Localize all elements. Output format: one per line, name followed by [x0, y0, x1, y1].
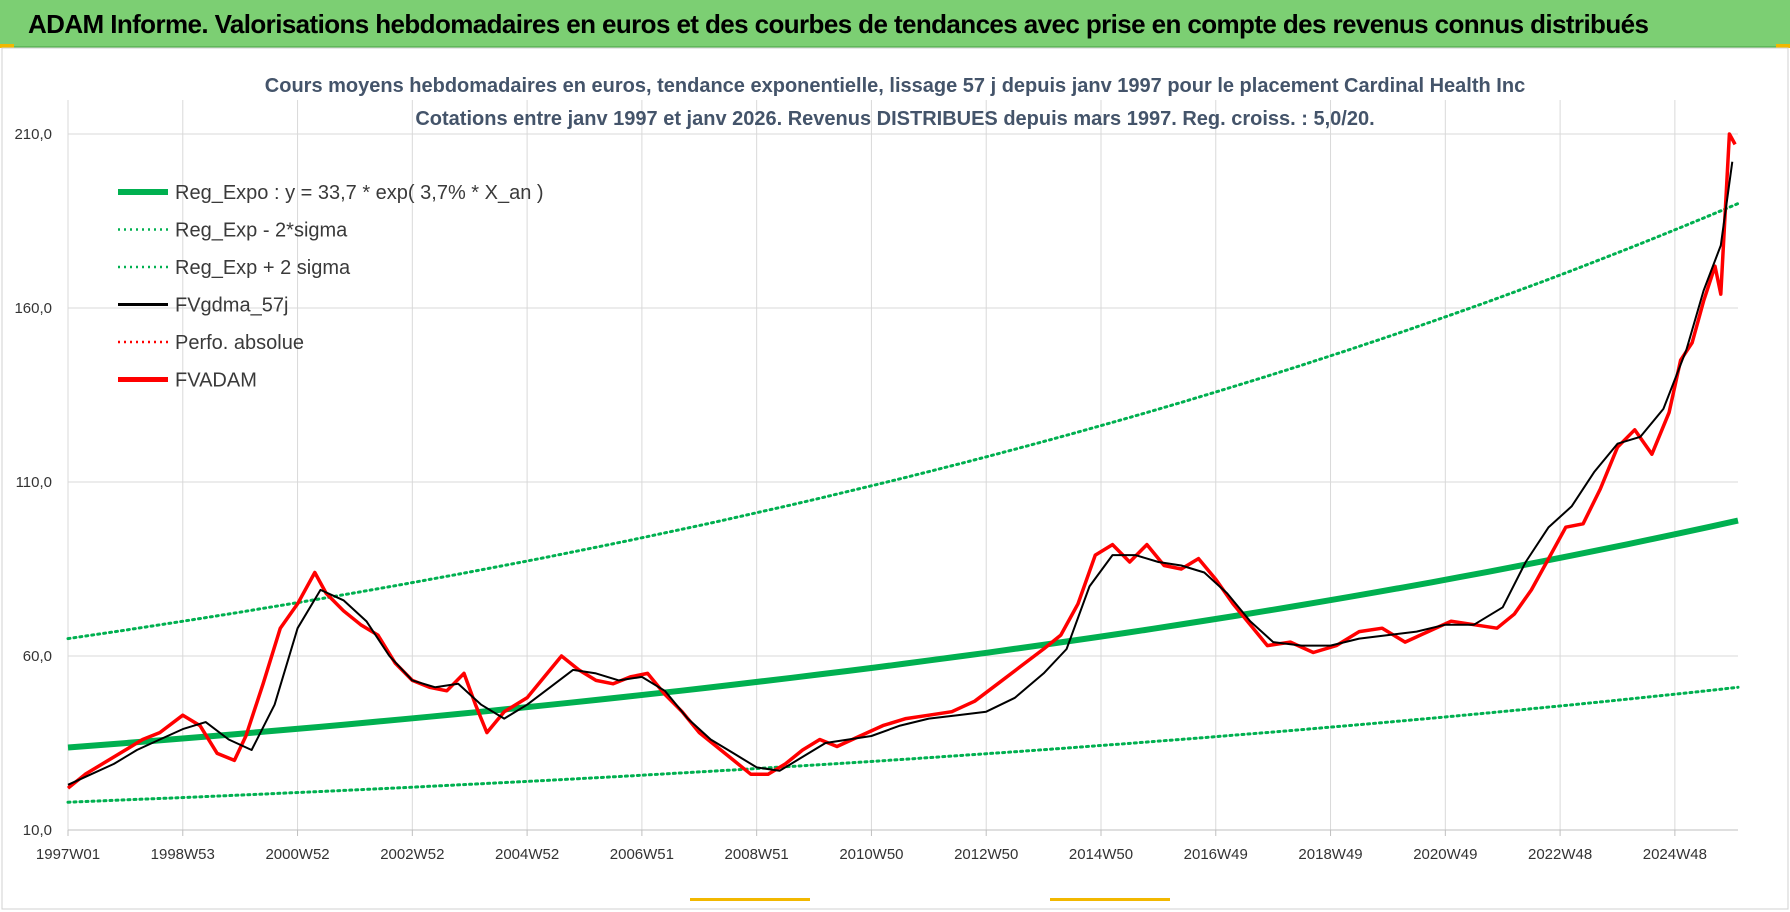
chart-subtitle: Cotations entre janv 1997 et janv 2026. …	[415, 108, 1374, 130]
legend: Reg_Expo : y = 33,7 * exp( 3,7% * X_an )…	[118, 182, 544, 392]
series-fvadam	[66, 132, 1737, 790]
series-reg-exp-plus-2sigma	[66, 202, 1740, 641]
series	[66, 132, 1740, 804]
x-tick-label: 2014W50	[1069, 846, 1133, 863]
x-tick-label: 2012W50	[954, 846, 1018, 863]
bottom-mark-right	[1050, 898, 1170, 901]
series-reg-exp-minus-2sigma	[66, 685, 1740, 804]
banner-title: ADAM Informe. Valorisations hebdomadaire…	[28, 9, 1649, 39]
bottom-mark-left	[690, 898, 810, 901]
y-tick-label: 60,0	[23, 648, 52, 665]
x-tick-label: 2008W51	[725, 846, 789, 863]
chart-title: Cours moyens hebdomadaires en euros, ten…	[265, 75, 1525, 97]
legend-label: FVgdma_57j	[175, 295, 288, 317]
series-reg-expo	[67, 517, 1739, 751]
x-tick-label: 2006W51	[610, 846, 674, 863]
chart-border	[1, 47, 1789, 910]
x-tick-label: 2022W48	[1528, 846, 1592, 863]
corner-mark-top-right	[1776, 44, 1790, 48]
x-tick-label: 2020W49	[1413, 846, 1477, 863]
legend-label: FVADAM	[175, 370, 257, 392]
corner-mark-top-left	[0, 44, 14, 48]
legend-label: Reg_Expo : y = 33,7 * exp( 3,7% * X_an )	[175, 182, 544, 204]
y-tick-label: 110,0	[16, 474, 52, 491]
x-tick-label: 2016W49	[1184, 846, 1248, 863]
x-tick-label: 2018W49	[1298, 846, 1362, 863]
x-tick-label: 2010W50	[839, 846, 903, 863]
y-tick-label: 160,0	[14, 300, 52, 317]
legend-label: Reg_Exp + 2 sigma	[175, 257, 351, 279]
legend-label: Perfo. absolue	[175, 332, 304, 354]
title-banner: ADAM Informe. Valorisations hebdomadaire…	[0, 0, 1790, 48]
x-axis: 1997W01 1998W53 2000W52 2002W52 2004W52 2006W…	[36, 830, 1707, 863]
x-tick-label: 2002W52	[380, 846, 444, 863]
series-fvgdma-57j	[67, 161, 1734, 786]
y-axis: 10,0 60,0 110,0 160,0 210,0	[14, 126, 52, 839]
legend-label: Reg_Exp - 2*sigma	[175, 220, 348, 242]
x-tick-label: 2004W52	[495, 846, 559, 863]
x-tick-label: 1998W53	[151, 846, 215, 863]
y-tick-label: 210,0	[14, 126, 52, 143]
x-tick-label: 1997W01	[36, 846, 100, 863]
x-tick-label: 2000W52	[265, 846, 329, 863]
x-tick-label: 2024W48	[1643, 846, 1707, 863]
y-tick-label: 10,0	[23, 822, 52, 839]
